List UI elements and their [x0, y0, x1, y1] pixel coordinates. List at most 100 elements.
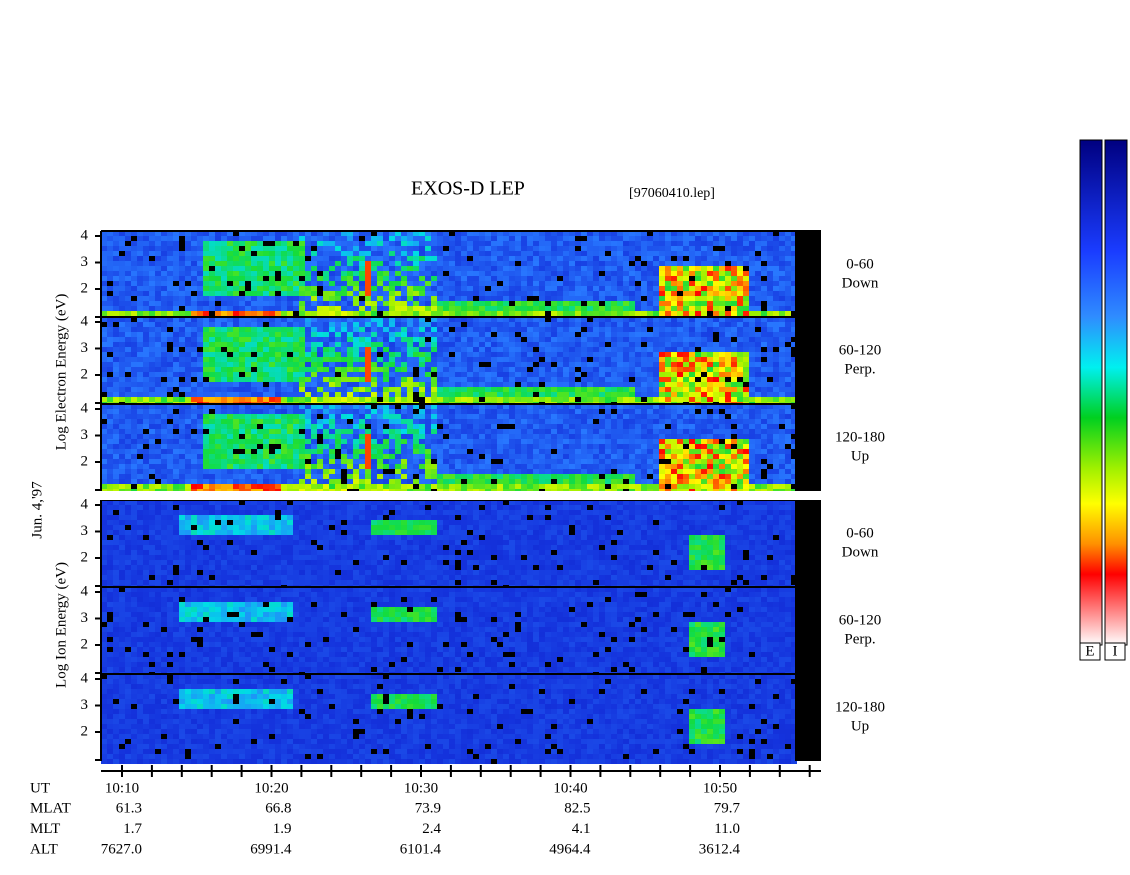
spectrogram-cell	[401, 362, 407, 367]
spectrogram-cell	[503, 382, 509, 387]
spectrogram-cell	[521, 261, 527, 266]
spectrogram-cell	[689, 296, 695, 301]
spectrogram-cell	[107, 271, 113, 276]
spectrogram-cell	[425, 266, 431, 271]
spectrogram-cell	[149, 261, 155, 266]
spectrogram-cell	[791, 362, 797, 367]
spectrogram-cell	[125, 306, 131, 311]
spectrogram-cell	[191, 246, 197, 251]
spectrogram-cell	[473, 322, 479, 327]
spectrogram-cell	[539, 392, 545, 397]
spectrogram-cell	[593, 311, 599, 316]
spectrogram-cell	[287, 231, 293, 236]
spectrogram-cell	[629, 281, 635, 286]
spectrogram-cell	[155, 484, 161, 489]
spectrogram-cell	[683, 332, 689, 337]
spectrogram-cell	[521, 271, 527, 276]
spectrogram-cell	[329, 404, 335, 409]
spectrogram-cell	[629, 342, 635, 347]
spectrogram-cell	[107, 352, 113, 357]
spectrogram-cell	[287, 281, 293, 286]
spectrogram-cell	[563, 387, 569, 392]
spectrogram-cell	[365, 439, 371, 444]
spectrogram-cell	[515, 347, 521, 352]
spectrogram-cell	[269, 392, 275, 397]
spectrogram-cell	[611, 246, 617, 251]
spectrogram-cell	[215, 236, 221, 241]
spectrogram-cell	[287, 484, 293, 489]
spectrogram-cell	[605, 357, 611, 362]
spectrogram-cell	[131, 251, 137, 256]
spectrogram-cell	[323, 377, 329, 382]
spectrogram-cell	[179, 281, 185, 286]
spectrogram-cell	[125, 327, 131, 332]
spectrogram-cell	[773, 286, 779, 291]
spectrogram-cell	[167, 449, 173, 454]
spectrogram-cell	[119, 459, 125, 464]
spectrogram-cell	[239, 479, 245, 484]
spectrogram-cell	[419, 377, 425, 382]
spectrogram-cell	[239, 454, 245, 459]
spectrogram-cell	[701, 256, 707, 261]
spectrogram-cell	[569, 256, 575, 261]
spectrogram-cell	[107, 404, 113, 409]
spectrogram-cell	[197, 357, 203, 362]
spectrogram-cell	[695, 286, 701, 291]
spectrogram-cell	[461, 317, 467, 322]
spectrogram-cell	[713, 387, 719, 392]
spectrogram-cell	[455, 377, 461, 382]
spectrogram-cell	[611, 387, 617, 392]
spectrogram-cell	[431, 261, 437, 266]
spectrogram-cell	[299, 322, 305, 327]
spectrogram-cell	[173, 311, 179, 316]
spectrogram-cell	[215, 419, 221, 424]
spectrogram-cell	[767, 362, 773, 367]
spectrogram-cell	[293, 342, 299, 347]
spectrogram-cell	[605, 231, 611, 236]
spectrogram-cell	[263, 382, 269, 387]
spectrogram-cell	[101, 342, 107, 347]
spectrogram-cell	[791, 276, 797, 281]
spectrogram-cell	[299, 454, 305, 459]
spectrogram-cell	[521, 276, 527, 281]
spectrogram-cell	[485, 231, 491, 236]
spectrogram-cell	[161, 372, 167, 377]
spectrogram-cell	[575, 342, 581, 347]
spectrogram-cell	[347, 306, 353, 311]
spectrogram-cell	[113, 236, 119, 241]
spectrogram-cell	[311, 397, 317, 402]
spectrogram-cell	[395, 332, 401, 337]
spectrogram-cell	[185, 409, 191, 414]
spectrogram-cell	[677, 352, 683, 357]
spectrogram-cell	[425, 342, 431, 347]
spectrogram-cell	[197, 352, 203, 357]
spectrogram-cell	[707, 322, 713, 327]
spectrogram-cell	[455, 281, 461, 286]
spectrogram-cell	[503, 271, 509, 276]
spectrogram-cell	[107, 357, 113, 362]
spectrogram-cell	[245, 236, 251, 241]
spectrogram-cell	[791, 357, 797, 362]
spectrogram-cell	[557, 296, 563, 301]
spectrogram-cell	[185, 459, 191, 464]
spectrogram-cell	[713, 327, 719, 332]
spectrogram-cell	[245, 367, 251, 372]
spectrogram-cell	[665, 342, 671, 347]
spectrogram-cell	[359, 474, 365, 479]
spectrogram-cell	[785, 367, 791, 372]
spectrogram-cell	[149, 241, 155, 246]
spectrogram-cell	[341, 256, 347, 261]
spectrogram-cell	[419, 246, 425, 251]
spectrogram-cell	[185, 231, 191, 236]
spectrogram-cell	[191, 286, 197, 291]
spectrogram-cell	[755, 362, 761, 367]
spectrogram-cell	[647, 281, 653, 286]
spectrogram-cell	[125, 286, 131, 291]
spectrogram-cell	[395, 231, 401, 236]
spectrogram-cell	[587, 392, 593, 397]
spectrogram-cell	[317, 241, 323, 246]
spectrogram-cell	[449, 322, 455, 327]
spectrogram-cell	[791, 241, 797, 246]
spectrogram-cell	[155, 231, 161, 236]
spectrogram-cell	[761, 337, 767, 342]
